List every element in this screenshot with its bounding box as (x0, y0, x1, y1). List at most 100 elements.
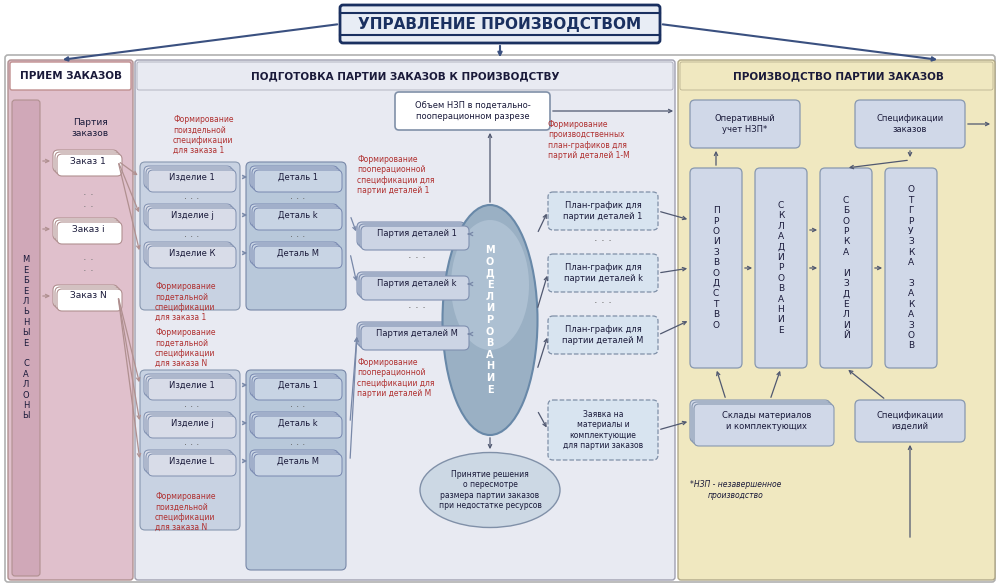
FancyBboxPatch shape (146, 414, 234, 436)
Text: Формирование
пооперационной
спецификации для
партии деталей 1: Формирование пооперационной спецификации… (357, 155, 434, 195)
Text: О
Т
Г
Р
У
З
К
А
 
З
А
К
А
З
О
В: О Т Г Р У З К А З А К А З О В (908, 185, 914, 350)
Text: Изделие j: Изделие j (171, 419, 213, 427)
Text: . . .: . . . (290, 229, 306, 239)
Text: . .: . . (83, 187, 93, 197)
Text: Партия деталей М: Партия деталей М (376, 329, 458, 339)
FancyBboxPatch shape (250, 242, 338, 264)
Text: Формирование
поиздельной
спецификации
для заказа N: Формирование поиздельной спецификации дл… (155, 492, 216, 532)
FancyBboxPatch shape (144, 450, 232, 472)
Text: Принятие решения
о пересмотре
размера партии заказов
при недостатке ресурсов: Принятие решения о пересмотре размера па… (439, 470, 541, 510)
FancyBboxPatch shape (254, 246, 342, 268)
FancyBboxPatch shape (57, 154, 122, 176)
Ellipse shape (442, 205, 538, 435)
Text: Объем НЗП в подетально-
пооперационном разрезе: Объем НЗП в подетально- пооперационном р… (415, 102, 531, 121)
Text: Деталь М: Деталь М (277, 457, 319, 465)
Text: . . .: . . . (594, 295, 612, 305)
Text: ПРИЕМ ЗАКАЗОВ: ПРИЕМ ЗАКАЗОВ (20, 71, 122, 81)
FancyBboxPatch shape (359, 274, 467, 298)
Text: С
Б
О
Р
К
А
 
И
З
Д
Е
Л
И
Й: С Б О Р К А И З Д Е Л И Й (842, 196, 850, 340)
FancyBboxPatch shape (357, 322, 465, 346)
FancyBboxPatch shape (548, 400, 658, 460)
FancyBboxPatch shape (148, 454, 236, 476)
Text: С
К
Л
А
Д
И
Р
О
В
А
Н
И
Е: С К Л А Д И Р О В А Н И Е (777, 201, 785, 335)
FancyBboxPatch shape (254, 170, 342, 192)
Text: ПОДГОТОВКА ПАРТИИ ЗАКАЗОВ К ПРОИЗВОДСТВУ: ПОДГОТОВКА ПАРТИИ ЗАКАЗОВ К ПРОИЗВОДСТВУ (251, 71, 559, 81)
Text: Спецификации
изделий: Спецификации изделий (876, 411, 944, 431)
FancyBboxPatch shape (548, 254, 658, 292)
FancyBboxPatch shape (53, 285, 118, 307)
FancyBboxPatch shape (855, 400, 965, 442)
Text: Деталь k: Деталь k (278, 211, 318, 220)
FancyBboxPatch shape (254, 208, 342, 230)
Text: ПРОИЗВОДСТВО ПАРТИИ ЗАКАЗОВ: ПРОИЗВОДСТВО ПАРТИИ ЗАКАЗОВ (733, 71, 943, 81)
Text: М
Е
Б
Е
Л
Ь
Н
Ы
Е
 
С
А
Л
О
Н
Ы: М Е Б Е Л Ь Н Ы Е С А Л О Н Ы (22, 255, 30, 420)
Text: . . .: . . . (408, 250, 426, 260)
FancyBboxPatch shape (395, 92, 550, 130)
FancyBboxPatch shape (690, 100, 800, 148)
FancyBboxPatch shape (548, 192, 658, 230)
FancyBboxPatch shape (144, 204, 232, 226)
FancyBboxPatch shape (252, 452, 340, 474)
Text: Изделие L: Изделие L (169, 457, 215, 465)
FancyBboxPatch shape (144, 242, 232, 264)
FancyBboxPatch shape (690, 168, 742, 368)
Text: М
О
Д
Е
Л
И
Р
О
В
А
Н
И
Е: М О Д Е Л И Р О В А Н И Е (485, 245, 495, 394)
FancyBboxPatch shape (548, 316, 658, 354)
FancyBboxPatch shape (57, 289, 122, 311)
Text: . . .: . . . (184, 399, 200, 409)
FancyBboxPatch shape (252, 376, 340, 398)
FancyBboxPatch shape (148, 170, 236, 192)
Text: . . .: . . . (184, 229, 200, 239)
FancyBboxPatch shape (357, 272, 465, 296)
FancyBboxPatch shape (53, 218, 118, 240)
Text: . . .: . . . (290, 437, 306, 447)
FancyBboxPatch shape (146, 206, 234, 228)
Text: Формирование
производственных
план-графиков для
партий деталей 1-М: Формирование производственных план-графи… (548, 120, 630, 160)
FancyBboxPatch shape (361, 276, 469, 300)
Text: . . .: . . . (408, 300, 426, 310)
FancyBboxPatch shape (340, 5, 660, 43)
FancyBboxPatch shape (252, 206, 340, 228)
FancyBboxPatch shape (680, 62, 993, 90)
Text: . . .: . . . (184, 437, 200, 447)
FancyBboxPatch shape (250, 166, 338, 188)
FancyBboxPatch shape (361, 326, 469, 350)
Text: План-график для
партии деталей М: План-график для партии деталей М (562, 325, 644, 345)
Text: Спецификации
заказов: Спецификации заказов (876, 114, 944, 134)
FancyBboxPatch shape (361, 226, 469, 250)
FancyBboxPatch shape (55, 152, 120, 174)
FancyBboxPatch shape (755, 168, 807, 368)
Text: . . .: . . . (290, 191, 306, 201)
Text: Партия
заказов: Партия заказов (71, 119, 109, 138)
Text: *НЗП - незавершенное
производство: *НЗП - незавершенное производство (690, 480, 781, 500)
Text: Заказ i: Заказ i (72, 224, 104, 234)
Text: Заказ N: Заказ N (70, 292, 106, 301)
FancyBboxPatch shape (250, 374, 338, 396)
FancyBboxPatch shape (135, 60, 675, 580)
FancyBboxPatch shape (137, 62, 673, 90)
FancyBboxPatch shape (146, 452, 234, 474)
Text: Партия деталей 1: Партия деталей 1 (377, 230, 457, 238)
Text: Партия деталей k: Партия деталей k (377, 279, 457, 288)
Text: План-график для
партии деталей 1: План-график для партии деталей 1 (563, 201, 643, 221)
FancyBboxPatch shape (254, 378, 342, 400)
FancyBboxPatch shape (678, 60, 995, 580)
FancyBboxPatch shape (246, 370, 346, 570)
FancyBboxPatch shape (140, 162, 240, 310)
Ellipse shape (451, 220, 529, 350)
FancyBboxPatch shape (252, 168, 340, 190)
FancyBboxPatch shape (140, 370, 240, 530)
FancyBboxPatch shape (252, 414, 340, 436)
Text: . .: . . (83, 199, 93, 209)
FancyBboxPatch shape (10, 62, 131, 90)
Text: Заказ 1: Заказ 1 (70, 157, 106, 166)
FancyBboxPatch shape (359, 224, 467, 248)
FancyBboxPatch shape (5, 55, 995, 582)
Text: Деталь 1: Деталь 1 (278, 380, 318, 390)
FancyBboxPatch shape (250, 412, 338, 434)
FancyBboxPatch shape (55, 220, 120, 242)
FancyBboxPatch shape (146, 244, 234, 266)
FancyBboxPatch shape (148, 246, 236, 268)
FancyBboxPatch shape (144, 374, 232, 396)
FancyBboxPatch shape (8, 60, 133, 580)
